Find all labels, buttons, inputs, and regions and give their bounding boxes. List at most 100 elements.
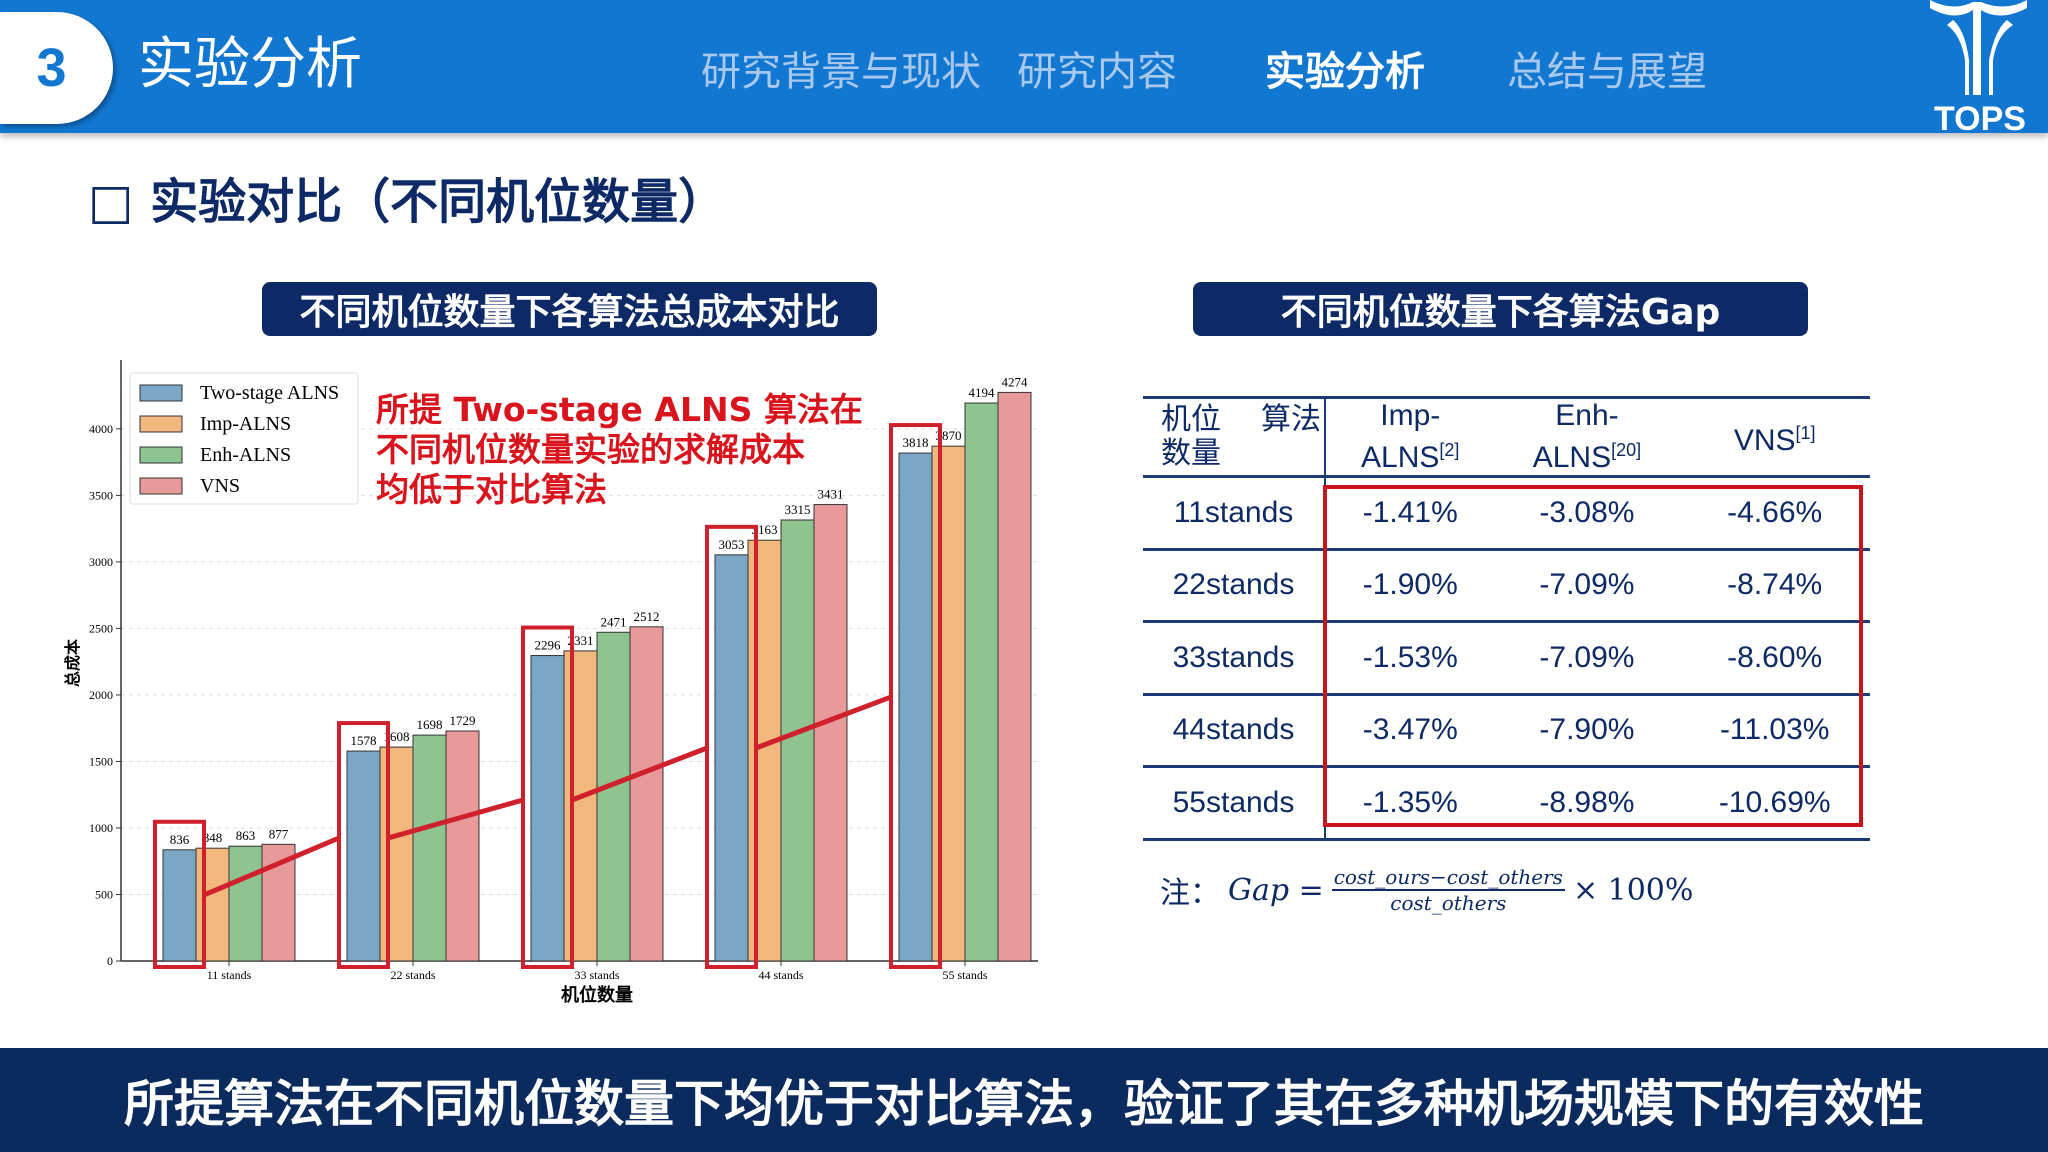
data-label: 2512: [634, 609, 660, 624]
y-tick-label: 0: [107, 954, 113, 968]
legend-label: Enh-ALNS: [200, 444, 291, 466]
gap-cell: -10.69%: [1679, 766, 1870, 841]
gap-cell: -7.09%: [1494, 549, 1680, 623]
y-tick-label: 1500: [89, 754, 113, 768]
y-tick-label: 3500: [89, 488, 113, 502]
section-number-badge: 3: [0, 12, 113, 124]
header-bar: 3 实验分析 研究背景与现状 研究内容 实验分析 总结与展望 TOPS: [0, 0, 2048, 133]
table-stub-header: 机位 算法 数量: [1143, 396, 1326, 478]
highlight-rect: [889, 423, 942, 969]
trend-line-segment: [755, 694, 892, 751]
bar-vns: [997, 391, 1032, 962]
conclusion-footer: 所提算法在不同机位数量下均优于对比算法，验证了其在多种机场规模下的有效性: [0, 1048, 2048, 1152]
y-tick-label: 4000: [89, 422, 113, 436]
x-axis-label: 机位数量: [561, 984, 633, 1006]
bar-enh-alns: [964, 402, 999, 962]
nav-item-experiment[interactable]: 实验分析: [1265, 49, 1425, 95]
table-row: 33stands -1.53% -7.09% -8.60%: [1143, 621, 1870, 696]
highlight-box: [1323, 485, 1863, 827]
x-tick-label: 44 stands: [759, 968, 804, 982]
table-row: 44stands -3.47% -7.90% -11.03%: [1143, 694, 1870, 768]
col-header-vns: VNS[1]: [1679, 396, 1870, 478]
bar-enh-alns: [412, 734, 447, 962]
bar-enh-alns: [780, 519, 815, 962]
data-label: 4194: [969, 385, 996, 400]
row-label: 11stands: [1143, 476, 1326, 551]
row-label: 55stands: [1143, 766, 1326, 841]
data-label: 3818: [903, 435, 929, 450]
gap-cell: -3.47%: [1325, 694, 1495, 768]
gap-cell: -11.03%: [1679, 694, 1870, 768]
table-row: 22stands -1.90% -7.09% -8.74%: [1143, 549, 1870, 623]
section-title: □ 实验对比（不同机位数量）: [88, 174, 727, 230]
data-label: 3431: [818, 487, 844, 502]
bar-imp-alns: [563, 650, 598, 962]
annotation-line: 均低于对比算法: [376, 470, 607, 509]
data-label: 1729: [450, 713, 476, 728]
gap-cell: -8.60%: [1679, 621, 1870, 696]
y-tick-label: 2500: [89, 621, 113, 635]
data-label: 863: [236, 828, 256, 843]
chart-annotation: 所提 Two-stage ALNS 算法在 不同机位数量实验的求解成本 均低于对…: [376, 390, 863, 510]
bar-imp-alns: [747, 539, 782, 962]
header-title: 实验分析: [138, 32, 362, 97]
bar-vns: [813, 504, 848, 962]
bar-imp-alns: [195, 847, 230, 962]
highlight-rect: [521, 625, 574, 969]
legend-swatch: [139, 415, 183, 433]
bar-two-stage-alns: [530, 655, 565, 962]
nav-item-content[interactable]: 研究内容: [1017, 49, 1177, 95]
x-tick-label: 33 stands: [575, 968, 620, 982]
bar-two-stage-alns: [346, 750, 381, 962]
bar-imp-alns: [379, 746, 414, 962]
data-label: 2296: [535, 638, 562, 653]
data-label: 836: [170, 832, 190, 847]
bar-imp-alns: [931, 445, 966, 962]
x-tick-label: 22 stands: [391, 968, 436, 982]
bar-two-stage-alns: [898, 452, 933, 962]
gap-cell: -7.09%: [1494, 621, 1680, 696]
col-header-enh-alns: Enh- ALNS[20]: [1494, 396, 1680, 478]
data-label: 3315: [785, 502, 811, 517]
y-tick-label: 2000: [89, 688, 113, 702]
annotation-line: 所提 Two-stage ALNS 算法在: [376, 390, 863, 429]
legend-swatch: [139, 446, 183, 464]
legend-label: Two-stage ALNS: [200, 382, 339, 404]
gap-formula: 注： Gap = cost_ours−cost_others cost_other…: [1160, 865, 1694, 915]
bar-two-stage-alns: [162, 849, 197, 962]
legend-box: [129, 372, 359, 505]
data-label: 2471: [601, 614, 627, 629]
trend-line-segment: [387, 797, 524, 841]
data-label: 1578: [351, 733, 377, 748]
y-tick-label: 500: [95, 887, 113, 901]
gap-cell: -7.90%: [1494, 694, 1680, 768]
data-label: 4274: [1002, 374, 1029, 389]
legend-swatch: [139, 384, 183, 402]
highlight-rect: [337, 721, 390, 969]
nav-item-background[interactable]: 研究背景与现状: [701, 49, 981, 95]
bar-vns: [629, 626, 664, 962]
bar-two-stage-alns: [714, 554, 749, 962]
y-axis-label: 总成本: [63, 639, 82, 687]
row-label: 44stands: [1143, 694, 1326, 768]
nav-item-summary[interactable]: 总结与展望: [1507, 49, 1707, 95]
data-label: 3053: [719, 537, 745, 552]
gap-cell: -1.53%: [1325, 621, 1495, 696]
data-label: 848: [203, 830, 223, 845]
row-label: 22stands: [1143, 549, 1326, 623]
right-panel-title: 不同机位数量下各算法Gap: [1193, 282, 1808, 336]
annotation-line: 不同机位数量实验的求解成本: [376, 430, 805, 469]
logo-text: TOPS: [1934, 100, 2026, 133]
x-tick-label: 11 stands: [207, 968, 252, 982]
x-tick-label: 55 stands: [943, 968, 988, 982]
gap-cell: -8.98%: [1494, 766, 1680, 841]
data-label: 877: [269, 826, 289, 841]
bar-vns: [445, 730, 480, 962]
gap-cell: -1.90%: [1325, 549, 1495, 623]
y-tick-label: 3000: [89, 555, 113, 569]
gap-cell: -8.74%: [1679, 549, 1870, 623]
gap-cell: -1.35%: [1325, 766, 1495, 841]
row-label: 33stands: [1143, 621, 1326, 696]
trend-line-segment: [203, 835, 340, 898]
tops-logo: TOPS: [1930, 0, 2027, 133]
